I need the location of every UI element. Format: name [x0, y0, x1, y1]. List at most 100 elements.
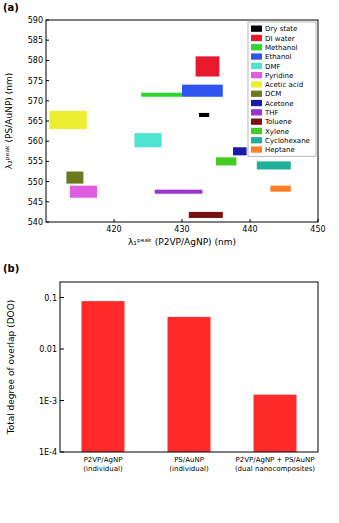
- x-tick: [250, 219, 251, 222]
- y-tick-label: 1E-3: [39, 397, 57, 406]
- legend-label: Xylene: [265, 128, 289, 136]
- x-tick-label: 440: [242, 225, 257, 234]
- range-box: [196, 56, 220, 76]
- y-tick: [46, 201, 49, 202]
- y-tick: [60, 452, 64, 453]
- panel-a: (a)4204304404505405455505555605655705755…: [3, 2, 326, 247]
- legend-swatch: [251, 146, 262, 152]
- legend-label: Acetone: [265, 100, 294, 108]
- y-tick-label: 555: [28, 157, 43, 166]
- y-tick-label: 540: [28, 218, 43, 227]
- category-line: P2VP/AgNP: [84, 456, 123, 464]
- range-box: [270, 186, 290, 192]
- range-box: [49, 111, 86, 129]
- bar: [254, 395, 297, 452]
- x-tick: [114, 219, 115, 222]
- legend-swatch: [251, 44, 262, 50]
- range-box: [199, 113, 209, 117]
- y-tick-label: 585: [28, 36, 43, 45]
- legend-label: DMF: [265, 63, 280, 71]
- legend-label: DI water: [265, 35, 295, 43]
- legend-swatch: [251, 109, 262, 115]
- y-tick: [60, 297, 64, 298]
- range-box: [233, 147, 247, 155]
- legend: Dry state DI waterMethanolEthanol DMFPyrid…: [248, 22, 316, 156]
- legend-label: Cyclohexane: [265, 137, 310, 145]
- y-tick: [46, 100, 49, 101]
- range-box: [257, 161, 291, 169]
- y-tick-label: 570: [28, 97, 43, 106]
- legend-swatch: [251, 53, 262, 59]
- legend-swatch: [251, 91, 262, 97]
- y-tick-label: 565: [28, 117, 43, 126]
- figure: (a)4204304404505405455505555605655705755…: [0, 0, 339, 523]
- y-tick: [46, 60, 49, 61]
- legend-swatch: [251, 128, 262, 134]
- y-tick: [46, 141, 49, 142]
- legend-swatch: [251, 100, 262, 106]
- y-tick-label: 590: [28, 16, 43, 25]
- range-box: [155, 190, 203, 194]
- plot-frame: [46, 20, 318, 222]
- x-tick-label: 420: [106, 225, 121, 234]
- legend-box: [248, 22, 316, 156]
- range-box: [66, 172, 83, 184]
- y-tick: [46, 181, 49, 182]
- plot-frame: [60, 282, 318, 452]
- x-tick-label: 430: [174, 225, 189, 234]
- legend-label: Pyridine: [265, 72, 293, 80]
- range-box: [216, 157, 236, 165]
- y-tick-label: 0.01: [39, 345, 57, 354]
- x-tick: [182, 219, 183, 222]
- y-tick-label: 560: [28, 137, 43, 146]
- range-box: [182, 85, 223, 97]
- range-box: [189, 212, 223, 218]
- y-tick: [46, 222, 49, 223]
- legend-swatch: [251, 119, 262, 125]
- y-tick-label: 545: [28, 198, 43, 207]
- legend-swatch: [251, 81, 262, 87]
- category-line: (dual nanocomposites): [235, 465, 315, 473]
- x-tick-label: 450: [310, 225, 325, 234]
- legend-swatch: [251, 72, 262, 78]
- panel-b: (b)1E-41E-30.010.1P2VP/AgNP(individual)P…: [3, 263, 318, 473]
- y-axis-label: λ₂ᵖᵉᵃᵏ (PS/AuNP) (nm): [4, 73, 14, 169]
- legend-swatch: [251, 35, 262, 41]
- legend-label: Methanol: [265, 44, 298, 52]
- x-tick: [318, 219, 319, 222]
- y-axis-label: Total degree of overlap (DOO): [6, 300, 16, 436]
- legend-label: Ethanol: [265, 53, 292, 61]
- y-tick: [46, 80, 49, 81]
- category-label: PS/AuNP(individual): [169, 456, 209, 473]
- range-box: [134, 133, 161, 147]
- legend-label: DCM: [265, 90, 281, 98]
- range-box: [141, 93, 182, 97]
- legend-label: Acetic acid: [265, 81, 303, 89]
- legend-label: Dry state: [265, 25, 297, 33]
- y-tick-label: 550: [28, 178, 43, 187]
- category-label: P2VP/AgNP(individual): [83, 456, 123, 473]
- range-box: [70, 186, 97, 198]
- y-tick: [46, 161, 49, 162]
- panel-label: (b): [3, 263, 19, 274]
- y-tick-label: 0.1: [44, 294, 57, 303]
- bar: [82, 301, 125, 452]
- y-tick-label: 1E-4: [39, 448, 57, 457]
- y-tick: [46, 20, 49, 21]
- legend-label: Heptane: [265, 146, 295, 154]
- y-tick: [60, 349, 64, 350]
- marks: [82, 301, 297, 452]
- legend-label: THF: [264, 109, 279, 117]
- y-tick: [60, 400, 64, 401]
- legend-swatch: [251, 26, 262, 32]
- legend-swatch: [251, 63, 262, 69]
- category-line: PS/AuNP: [174, 456, 204, 464]
- category-line: P2VP/AgNP + PS/AuNP: [236, 456, 315, 464]
- legend-label: Toluene: [264, 118, 292, 126]
- legend-swatch: [251, 137, 262, 143]
- y-tick: [46, 40, 49, 41]
- category-label: P2VP/AgNP + PS/AuNP(dual nanocomposites): [235, 456, 315, 473]
- bar: [168, 317, 211, 452]
- panel-label: (a): [3, 2, 19, 13]
- y-tick: [46, 121, 49, 122]
